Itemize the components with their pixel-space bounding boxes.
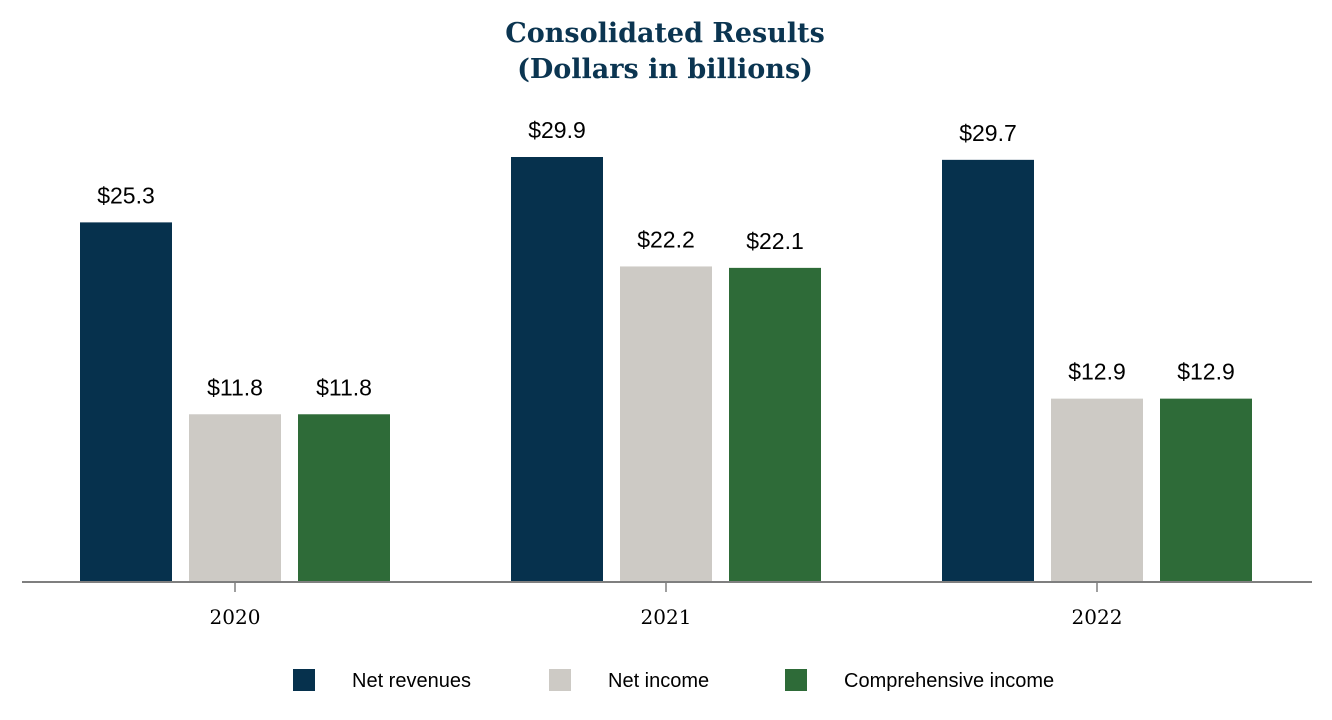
- value-label: $29.9: [528, 117, 586, 143]
- value-label: $22.2: [637, 226, 695, 252]
- legend: Net revenues Net income Comprehensive inco…: [293, 669, 1054, 692]
- x-tick-label: 2022: [1072, 605, 1123, 629]
- value-label: $12.9: [1068, 359, 1126, 385]
- bar-2021-net-revenues: [511, 157, 603, 582]
- bar-2022-comprehensive-income: [1160, 398, 1252, 582]
- value-label: $25.3: [97, 182, 155, 208]
- legend-label: Comprehensive income: [844, 670, 1054, 692]
- x-axis: 2020 2021 2022: [22, 581, 1312, 629]
- value-label: $11.8: [207, 374, 263, 400]
- bar-2022-net-revenues: [942, 159, 1034, 582]
- bar-2020-net-income: [189, 414, 281, 582]
- value-label: $29.7: [959, 120, 1017, 146]
- bar-2020-comprehensive-income: [298, 414, 390, 582]
- value-label: $12.9: [1177, 359, 1235, 385]
- value-label: $22.1: [746, 228, 804, 254]
- bar-2022-net-income: [1051, 398, 1143, 582]
- value-labels-layer: $25.3 $11.8 $11.8 $29.9 $22.2 $22.1 $29.7 $12.9…: [97, 117, 1235, 400]
- bar-2021-net-income: [620, 266, 712, 582]
- legend-swatch-comprehensive-income: [785, 669, 807, 691]
- legend-swatch-net-income: [549, 669, 571, 691]
- chart-title: Consolidated Results: [505, 18, 825, 49]
- legend-label: Net revenues: [352, 670, 471, 692]
- x-tick-label: 2021: [641, 605, 692, 629]
- chart-subtitle: (Dollars in billions): [517, 54, 813, 85]
- legend-swatch-net-revenues: [293, 669, 315, 691]
- value-label: $11.8: [316, 374, 372, 400]
- bar-2020-net-revenues: [80, 222, 172, 582]
- legend-label: Net income: [608, 670, 709, 692]
- bar-2021-comprehensive-income: [729, 267, 821, 582]
- x-tick-label: 2020: [210, 605, 261, 629]
- bars-layer: [80, 157, 1252, 582]
